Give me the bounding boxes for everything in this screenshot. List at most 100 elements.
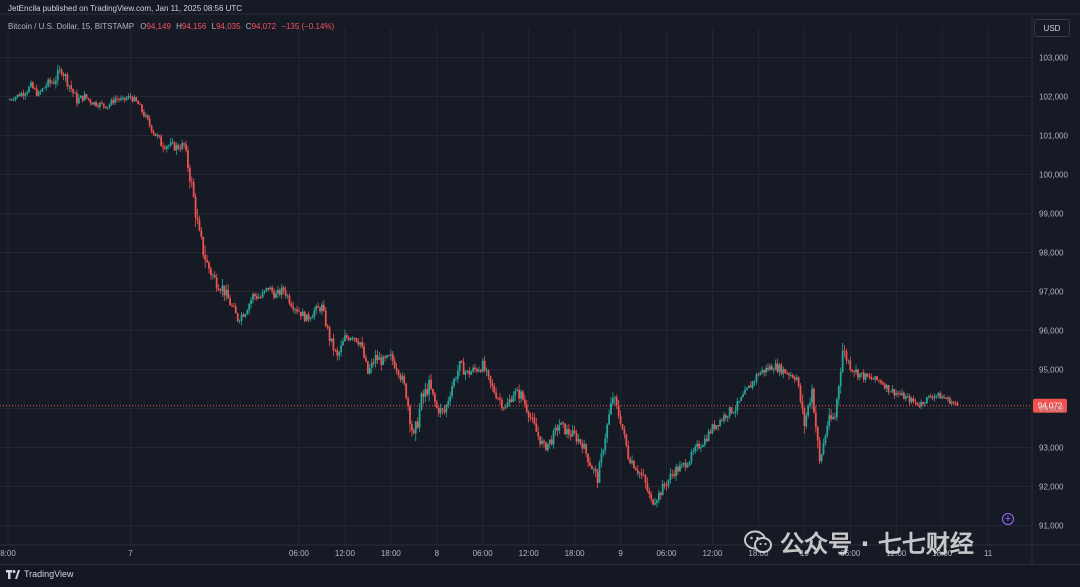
candle-down xyxy=(952,400,955,406)
candle-down xyxy=(523,394,526,408)
candle-down xyxy=(411,420,413,437)
candle-down xyxy=(405,382,408,400)
candle-down xyxy=(834,412,836,421)
low-value: 94,035 xyxy=(216,22,241,31)
candle-up xyxy=(169,137,172,148)
candle-down xyxy=(567,423,570,439)
add-alert-icon[interactable]: + xyxy=(1002,513,1014,525)
x-tick-label: 7 xyxy=(128,549,133,558)
candle-down xyxy=(493,383,496,394)
candle-down xyxy=(347,335,350,342)
candle-up xyxy=(246,308,249,315)
candle-up xyxy=(835,397,838,421)
candle-down xyxy=(22,89,25,100)
candle-down xyxy=(460,360,463,364)
candle-up xyxy=(765,364,767,376)
candle-down xyxy=(596,468,599,489)
candle-up xyxy=(824,433,827,446)
candle-up xyxy=(598,460,601,483)
candle-up xyxy=(54,75,57,89)
candle-up xyxy=(927,394,930,400)
candle-down xyxy=(85,93,88,100)
candle-down xyxy=(533,413,536,426)
candle-up xyxy=(330,338,333,343)
currency-button[interactable]: USD xyxy=(1034,19,1070,37)
candle-down xyxy=(89,98,92,106)
candle-down xyxy=(776,358,779,374)
candle-up xyxy=(566,424,568,439)
candle-up xyxy=(841,342,844,374)
candle-down xyxy=(317,302,320,308)
candle-down xyxy=(663,481,666,490)
candle-up xyxy=(39,89,42,95)
tradingview-logo[interactable]: TradingView xyxy=(6,568,74,580)
candle-down xyxy=(372,358,375,367)
candle-up xyxy=(12,97,15,102)
candle-down xyxy=(33,86,36,91)
candle-down xyxy=(801,394,804,415)
y-tick-label: 91,000 xyxy=(1039,522,1064,531)
candle-up xyxy=(456,365,459,384)
low-label: L xyxy=(211,22,217,31)
candle-up xyxy=(679,460,681,472)
candle-down xyxy=(219,288,222,294)
candle-up xyxy=(820,453,823,464)
candle-down xyxy=(803,407,806,434)
candle-down xyxy=(18,92,21,97)
candle-up xyxy=(478,366,480,373)
candle-down xyxy=(922,401,924,407)
candle-up xyxy=(723,412,725,424)
candle-down xyxy=(899,390,901,396)
candle-down xyxy=(878,379,880,384)
candle-down xyxy=(636,465,639,477)
candle-up xyxy=(832,413,834,420)
candle-up xyxy=(338,350,341,361)
candle-down xyxy=(164,144,166,151)
candle-up xyxy=(414,420,417,442)
candle-down xyxy=(97,103,99,109)
candle-down xyxy=(322,300,325,312)
candle-up xyxy=(941,394,944,399)
price-axis[interactable]: 103,000 102,000 101,000 100,000 99,000 98,000… xyxy=(1031,14,1068,564)
candle-up xyxy=(577,433,580,445)
candle-up xyxy=(301,308,304,317)
candle-down xyxy=(183,142,186,148)
candle-down xyxy=(495,387,498,400)
candle-up xyxy=(512,391,515,403)
publisher-line: JetEncila published on TradingView.com, … xyxy=(8,4,243,13)
candle-down xyxy=(254,292,256,301)
time-axis[interactable]: 8:00 7 06:00 12:00 18:00 8 06:00 12:00 18:00 9 06:… xyxy=(0,13,1080,558)
candle-up xyxy=(28,85,30,93)
candle-up xyxy=(340,340,342,357)
candle-down xyxy=(872,377,875,380)
candle-up xyxy=(447,396,450,409)
candle-down xyxy=(143,109,145,118)
candle-up xyxy=(449,391,452,407)
candle-down xyxy=(355,337,358,343)
candle-down xyxy=(376,350,379,365)
candle-up xyxy=(455,375,457,382)
candle-down xyxy=(550,435,553,446)
symbol-name[interactable]: Bitcoin / U.S. Dollar, 15, BITSTAMP xyxy=(8,22,134,31)
candle-down xyxy=(271,285,274,295)
candle-down xyxy=(767,363,769,372)
candle-up xyxy=(772,367,775,374)
candle-up xyxy=(548,439,551,449)
candle-down xyxy=(945,397,947,400)
candle-up xyxy=(874,376,877,383)
candle-down xyxy=(652,498,655,506)
candle-up xyxy=(424,382,427,403)
y-tick-label: 96,000 xyxy=(1039,327,1064,336)
candle-up xyxy=(428,375,431,402)
x-tick-label: 18:00 xyxy=(381,549,402,558)
x-tick-label: 06:00 xyxy=(473,549,494,558)
candle-up xyxy=(891,385,894,393)
candle-down xyxy=(192,178,195,198)
wechat-watermark: 公众号 · 七七财经 xyxy=(744,524,974,559)
candle-up xyxy=(378,351,381,360)
candle-down xyxy=(365,354,367,363)
candle-down xyxy=(797,376,800,388)
candle-up xyxy=(485,367,488,377)
candle-up xyxy=(257,292,260,300)
